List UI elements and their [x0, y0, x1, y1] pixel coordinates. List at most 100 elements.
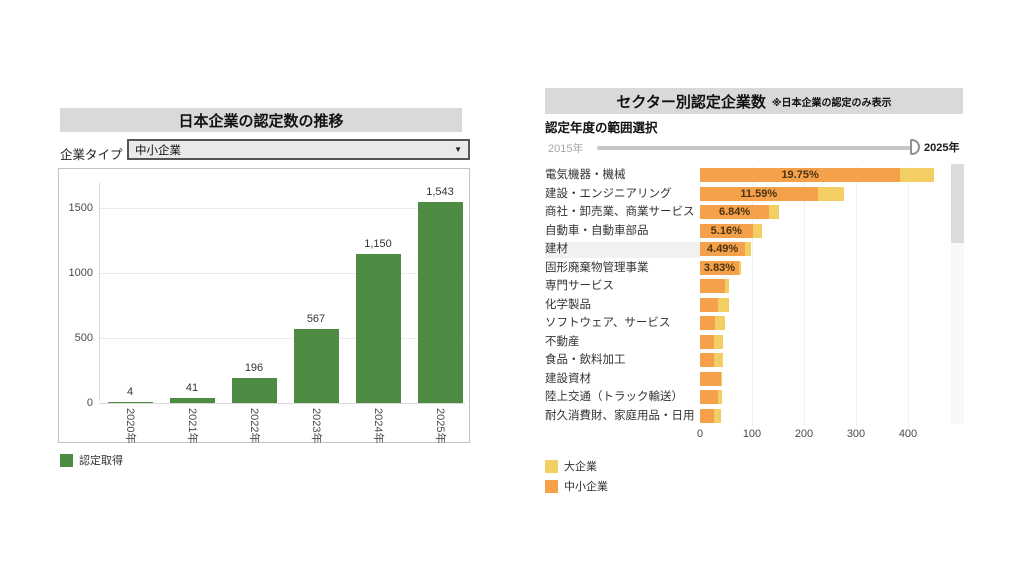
- x-axis-tick-label: 400: [898, 428, 918, 440]
- bar-segment-sme[interactable]: [700, 408, 714, 423]
- bar-segment-sme[interactable]: [700, 316, 715, 330]
- right-chart-title-bar: セクター別認定企業数 ※日本企業の認定のみ表示: [545, 88, 963, 114]
- bar-2020年[interactable]: [107, 402, 153, 403]
- sector-label: 陸上交通（トラック輸送）: [545, 391, 683, 403]
- sector-row: 建設資材: [545, 370, 951, 388]
- right-chart-subtitle: ※日本企業の認定のみ表示: [771, 97, 892, 109]
- sector-label: 化学製品: [545, 298, 591, 311]
- left-legend-label: 認定取得: [79, 455, 123, 467]
- y-axis-tick-label: 1000: [68, 267, 93, 279]
- x-axis-line: [99, 403, 465, 404]
- x-axis-category-label: 2021年: [186, 408, 198, 444]
- bar-segment-large[interactable]: [713, 408, 721, 423]
- year-range-selector-label: 認定年度の範囲選択: [545, 121, 658, 135]
- year-range-slider-handle[interactable]: [910, 139, 920, 155]
- legend-swatch-yellow: [545, 459, 558, 473]
- sector-label: 建設・エンジニアリング: [545, 187, 672, 200]
- bar-segment-large[interactable]: [718, 297, 730, 312]
- bar-segment-large[interactable]: [713, 334, 723, 349]
- company-type-filter-label: 企業タイプ: [60, 148, 123, 162]
- bar-percent-label: 4.49%: [707, 243, 739, 255]
- bar-segment-large[interactable]: [720, 371, 723, 386]
- bar-segment-large[interactable]: [900, 168, 934, 182]
- bar-segment-sme[interactable]: 5.16%: [700, 223, 753, 238]
- sector-row: 建材 4.49%: [545, 240, 951, 258]
- bar-percent-label: 19.75%: [781, 169, 819, 181]
- bar-segment-large[interactable]: [718, 390, 723, 404]
- certification-trend-chart: 0 500 1000 1500 4 2020年 41 2021年 196 2022年 567 2023…: [58, 168, 470, 443]
- company-type-dropdown-value: 中小企業: [135, 144, 181, 157]
- bar-segment-sme[interactable]: [700, 334, 714, 349]
- right-legend-label-sme: 中小企業: [564, 481, 608, 493]
- bar-segment-large[interactable]: [714, 316, 726, 330]
- year-range-start-label: 2015年: [548, 143, 584, 155]
- sector-row: 専門サービス: [545, 277, 951, 295]
- sector-label: 電気機器・機械: [545, 169, 626, 181]
- sector-row: 固形廃棄物管理事業 3.83%: [545, 259, 951, 277]
- bar-segment-sme[interactable]: [700, 353, 714, 367]
- bar-segment-sme[interactable]: [700, 297, 719, 312]
- scrollbar-thumb[interactable]: [951, 164, 964, 243]
- bar-segment-sme[interactable]: 11.59%: [700, 186, 818, 201]
- chevron-down-icon: ▼: [454, 145, 462, 154]
- sector-bar-chart: 電気機器・機械 19.75% 建設・エンジニアリング 11.59% 商社・卸売業、商業サ…: [545, 166, 951, 426]
- x-axis-tick-label: 100: [742, 428, 762, 440]
- sector-row: 食品・飲料加工: [545, 351, 951, 369]
- bar-2022年[interactable]: [231, 377, 277, 403]
- bar-segment-large[interactable]: [752, 223, 763, 238]
- year-range-slider-track[interactable]: [597, 146, 911, 150]
- bar-2021年[interactable]: [169, 397, 215, 403]
- sector-row: 化学製品: [545, 296, 951, 314]
- bar-segment-large[interactable]: [724, 279, 730, 293]
- company-type-dropdown[interactable]: 中小企業 ▼: [127, 139, 470, 160]
- bar-percent-label: 6.84%: [718, 206, 751, 218]
- bar-2025年[interactable]: [417, 202, 463, 403]
- bar-2023年[interactable]: [293, 329, 339, 403]
- legend-swatch-orange: [545, 479, 558, 493]
- bar-segment-large[interactable]: [739, 260, 741, 275]
- right-legend-item-large[interactable]: 大企業: [545, 458, 597, 474]
- sector-row: ソフトウェア、サービス: [545, 314, 951, 332]
- bar-segment-sme[interactable]: [700, 371, 721, 386]
- bar-segment-sme[interactable]: 3.83%: [700, 260, 739, 275]
- sector-label: 建設資材: [545, 372, 591, 385]
- bar-value-label: 41: [185, 381, 199, 394]
- scrollbar-track[interactable]: [951, 164, 964, 424]
- sector-row: 陸上交通（トラック輸送）: [545, 388, 951, 406]
- x-axis-category-label: 2023年: [310, 408, 322, 444]
- bar-segment-sme[interactable]: [700, 279, 725, 293]
- gridline: [99, 338, 465, 339]
- sector-label: 専門サービス: [545, 280, 614, 292]
- bar-segment-large[interactable]: [713, 353, 723, 367]
- sector-label: 食品・飲料加工: [545, 354, 626, 366]
- bar-segment-sme[interactable]: [700, 390, 719, 404]
- sector-row: 耐久消費財、家庭用品・日用: [545, 407, 951, 425]
- bar-segment-sme[interactable]: 4.49%: [700, 242, 746, 256]
- gridline: [752, 166, 753, 426]
- left-legend-item[interactable]: 認定取得: [60, 452, 123, 468]
- sector-row: 建設・エンジニアリング 11.59%: [545, 185, 951, 203]
- left-chart-title: 日本企業の認定数の推移: [178, 112, 344, 130]
- right-chart-title: セクター別認定企業数: [616, 93, 766, 111]
- sector-label: 固形廃棄物管理事業: [545, 261, 649, 274]
- bar-segment-large[interactable]: [817, 186, 845, 201]
- y-axis-line: [99, 183, 100, 401]
- right-legend-label-large: 大企業: [564, 461, 597, 473]
- bar-2024年[interactable]: [355, 253, 401, 403]
- bar-value-label: 196: [244, 361, 264, 374]
- bar-percent-label: 5.16%: [710, 224, 742, 237]
- year-range-end-label: 2025年: [924, 142, 960, 154]
- legend-swatch-green: [60, 453, 73, 467]
- bar-segment-sme[interactable]: 6.84%: [700, 205, 770, 219]
- bar-segment-sme[interactable]: 19.75%: [700, 168, 901, 182]
- bar-segment-large[interactable]: [769, 205, 780, 219]
- right-legend-item-sme[interactable]: 中小企業: [545, 478, 608, 494]
- bar-percent-label: 3.83%: [703, 261, 736, 274]
- x-axis-category-label: 2024年: [372, 408, 384, 444]
- bar-segment-large[interactable]: [745, 242, 751, 256]
- sector-label: 建材: [545, 242, 700, 258]
- sector-row: 商社・卸売業、商業サービス 6.84%: [545, 203, 951, 221]
- gridline: [99, 208, 465, 209]
- x-axis-tick-label: 0: [696, 428, 704, 440]
